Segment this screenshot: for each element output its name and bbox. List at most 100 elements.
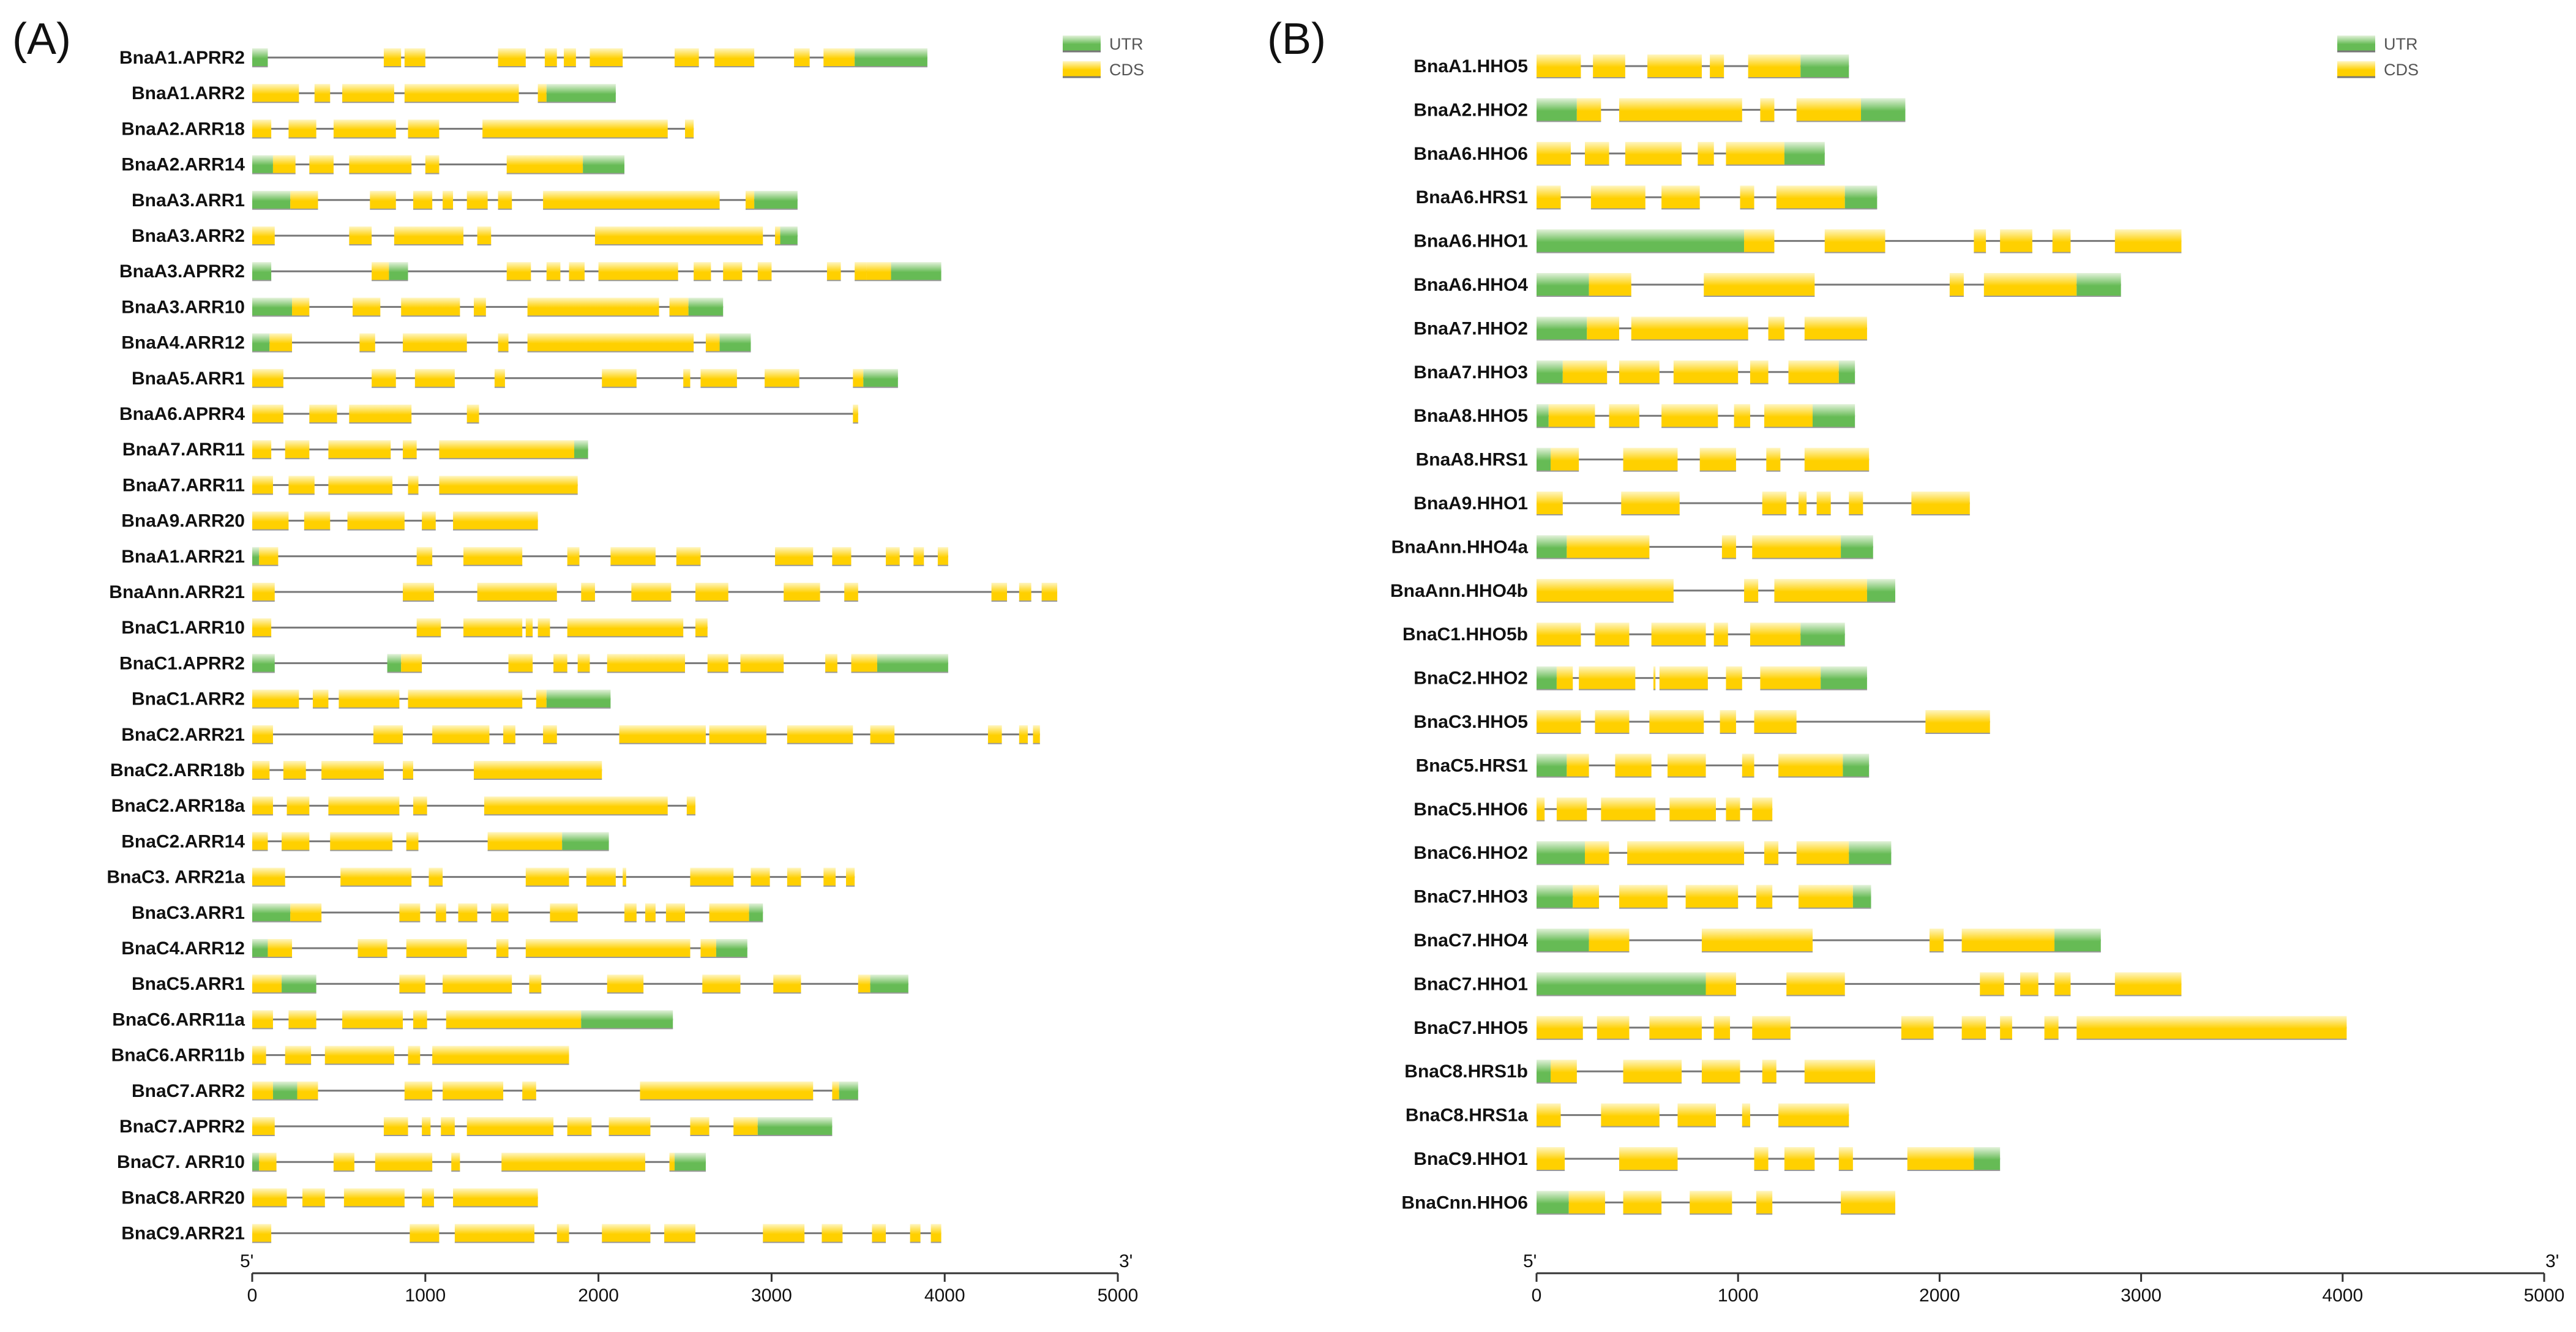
utr-segment <box>1537 929 1589 952</box>
axis-tick-label: 1000 <box>405 1285 446 1306</box>
cds-segment <box>1659 666 1708 690</box>
cds-segment <box>773 975 801 993</box>
cds-segment <box>404 1081 433 1100</box>
cds-segment <box>1804 1060 1876 1083</box>
cds-segment <box>1685 885 1739 908</box>
cds-segment <box>252 618 272 637</box>
cds-segment <box>745 190 755 209</box>
utr-segment <box>583 155 625 174</box>
cds-segment <box>608 1117 651 1136</box>
cds-segment <box>349 405 412 423</box>
cds-segment <box>394 226 464 245</box>
utr-segment <box>1784 141 1825 165</box>
utr-segment <box>1537 972 1706 996</box>
cds-segment <box>1762 492 1787 515</box>
cds-segment <box>439 476 578 495</box>
gene-name: BnaA3.ARR1 <box>132 190 245 211</box>
cds-segment <box>1734 404 1750 428</box>
cds-segment <box>403 761 414 779</box>
cds-segment <box>1949 273 1964 296</box>
cds-segment <box>723 262 743 281</box>
cds-segment <box>2020 972 2039 996</box>
cds-segment <box>416 618 441 637</box>
cds-segment <box>1627 841 1745 865</box>
cds-segment <box>314 84 331 103</box>
cds-segment <box>1983 273 2077 296</box>
panel-b-axis-end-label: 3' <box>2545 1251 2559 1271</box>
cds-segment <box>309 155 334 174</box>
cds-segment <box>347 511 405 530</box>
utr-segment <box>719 333 751 352</box>
cds-segment <box>1841 1191 1895 1214</box>
gene-name: BnaC7.HHO5 <box>1413 1018 1528 1038</box>
cds-segment <box>1726 141 1784 165</box>
utr-segment <box>1841 535 1873 559</box>
gene-name: BnaA7.ARR11 <box>122 475 245 495</box>
gene-name: BnaAnn.HHO4b <box>1390 581 1528 601</box>
cds-segment <box>832 1081 839 1100</box>
cds-segment <box>503 725 515 744</box>
cds-segment <box>675 48 699 67</box>
axis-tick-label: 5000 <box>2524 1285 2565 1306</box>
cds-segment <box>676 547 701 566</box>
gene-track: BnaA6.HRS1 <box>1416 185 1878 210</box>
cds-segment <box>763 1224 805 1243</box>
cds-segment <box>581 583 595 601</box>
cds-segment <box>1961 1016 1986 1039</box>
utr-segment <box>1849 841 1892 865</box>
cds-segment <box>694 262 711 281</box>
utr-segment <box>1813 404 1855 428</box>
cds-segment <box>312 689 329 708</box>
cds-segment <box>2054 972 2071 996</box>
cds-segment <box>353 297 381 316</box>
cds-segment <box>404 84 519 103</box>
axis-tick-label: 2000 <box>1919 1285 1960 1306</box>
cds-segment <box>453 511 538 530</box>
cds-segment <box>252 796 273 815</box>
utr-segment <box>574 440 588 459</box>
cds-segment <box>252 832 268 851</box>
cds-segment <box>1804 447 1870 471</box>
cds-segment <box>435 903 446 922</box>
cds-segment <box>714 48 755 67</box>
cds-segment <box>268 939 293 957</box>
utr-segment <box>1852 885 1871 908</box>
cds-segment <box>1742 754 1754 777</box>
utr-segment <box>870 975 908 993</box>
utr-segment <box>252 333 270 352</box>
gene-name: BnaC7.HHO4 <box>1413 930 1528 951</box>
gene-track: BnaC1.APRR2 <box>119 653 948 673</box>
gene-name: BnaA2.ARR14 <box>121 155 245 175</box>
utr-segment <box>754 190 798 209</box>
utr-segment <box>1800 54 1849 78</box>
cds-segment <box>259 547 279 566</box>
cds-segment <box>283 761 306 779</box>
cds-segment <box>370 190 396 209</box>
gene-name: BnaC2.ARR18a <box>111 796 245 816</box>
cds-segment <box>1786 972 1845 996</box>
cds-segment <box>413 796 427 815</box>
gene-track: BnaA1.ARR2 <box>132 83 616 103</box>
utr-segment <box>1821 666 1867 690</box>
cds-segment <box>422 511 436 530</box>
cds-segment <box>1788 360 1839 384</box>
cds-segment <box>1601 1103 1660 1127</box>
cds-segment <box>1673 360 1739 384</box>
panel-b-gene-tracks: BnaA1.HHO5 BnaA2.HHO2 BnaA6.HHO6 BnaA6.HRS1… <box>1390 54 2347 1215</box>
cds-segment <box>297 1081 318 1100</box>
cds-segment <box>343 1188 405 1207</box>
cds-segment <box>508 654 533 673</box>
gene-track: BnaA3.APRR2 <box>119 261 942 282</box>
legend-utr-label: UTR <box>2384 35 2418 53</box>
gene-track: BnaA2.HHO2 <box>1413 98 1906 122</box>
cds-segment <box>787 867 801 886</box>
cds-segment <box>1623 1191 1662 1214</box>
cds-segment <box>399 975 425 993</box>
gene-track: BnaAnn.HHO4b <box>1390 578 1895 603</box>
cds-segment <box>1720 710 1736 733</box>
cds-segment <box>607 654 685 673</box>
utr-segment <box>688 297 724 316</box>
cds-segment <box>1601 797 1656 821</box>
cds-segment <box>1690 1191 1732 1214</box>
utr-segment <box>780 226 798 245</box>
